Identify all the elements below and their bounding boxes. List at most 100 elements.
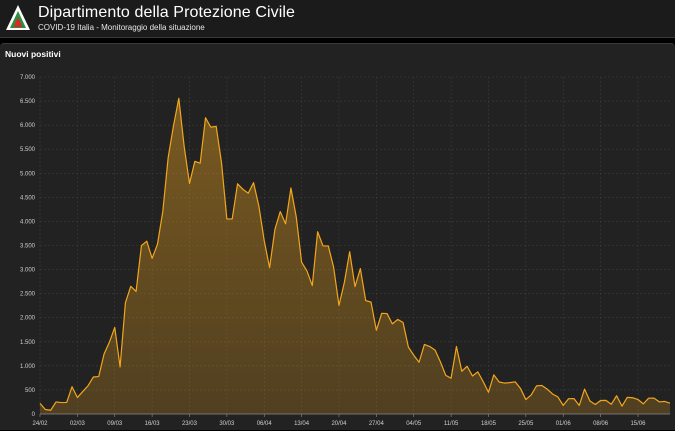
data-point[interactable] [428, 345, 431, 348]
data-point[interactable] [455, 345, 458, 348]
data-point[interactable] [97, 375, 100, 378]
data-point[interactable] [540, 384, 543, 387]
data-point[interactable] [380, 312, 383, 315]
data-point[interactable] [108, 341, 111, 344]
data-point[interactable] [289, 186, 292, 189]
data-point[interactable] [594, 403, 597, 406]
data-point[interactable] [401, 321, 404, 324]
data-point[interactable] [498, 380, 501, 383]
data-point[interactable] [177, 97, 180, 100]
data-point[interactable] [514, 380, 517, 383]
data-point[interactable] [530, 393, 533, 396]
data-point[interactable] [252, 181, 255, 184]
data-point[interactable] [247, 192, 250, 195]
data-point[interactable] [551, 392, 554, 395]
data-point[interactable] [167, 156, 170, 159]
data-point[interactable] [652, 396, 655, 399]
data-point[interactable] [417, 361, 420, 364]
new-positives-chart[interactable]: 0 500 1.000 1.500 2.000 2.500 3.000 3.500 4.000 4… [0, 44, 675, 431]
data-point[interactable] [375, 329, 378, 332]
data-point[interactable] [396, 318, 399, 321]
data-point[interactable] [81, 390, 84, 393]
data-point[interactable] [631, 396, 634, 399]
data-point[interactable] [273, 228, 276, 231]
data-point[interactable] [562, 404, 565, 407]
data-point[interactable] [620, 405, 623, 408]
data-point[interactable] [279, 210, 282, 213]
data-point[interactable] [444, 374, 447, 377]
data-point[interactable] [482, 380, 485, 383]
data-point[interactable] [466, 365, 469, 368]
data-point[interactable] [60, 401, 63, 404]
data-point[interactable] [86, 384, 89, 387]
data-point[interactable] [236, 182, 239, 185]
data-point[interactable] [199, 162, 202, 165]
data-point[interactable] [599, 399, 602, 402]
data-point[interactable] [305, 269, 308, 272]
data-point[interactable] [140, 244, 143, 247]
data-point[interactable] [450, 377, 453, 380]
data-point[interactable] [49, 409, 52, 412]
data-point[interactable] [172, 124, 175, 127]
data-point[interactable] [524, 398, 527, 401]
data-point[interactable] [209, 126, 212, 129]
data-point[interactable] [337, 304, 340, 307]
data-point[interactable] [348, 250, 351, 253]
data-point[interactable] [327, 244, 330, 247]
data-point[interactable] [300, 261, 303, 264]
data-point[interactable] [188, 182, 191, 185]
data-point[interactable] [316, 230, 319, 233]
data-point[interactable] [439, 360, 442, 363]
data-point[interactable] [460, 370, 463, 373]
data-point[interactable] [65, 401, 68, 404]
data-point[interactable] [76, 396, 79, 399]
data-point[interactable] [492, 373, 495, 376]
data-point[interactable] [487, 391, 490, 394]
data-point[interactable] [369, 301, 372, 304]
data-point[interactable] [70, 385, 73, 388]
data-point[interactable] [220, 161, 223, 164]
data-point[interactable] [626, 396, 629, 399]
data-point[interactable] [423, 343, 426, 346]
data-point[interactable] [129, 285, 132, 288]
data-point[interactable] [636, 398, 639, 401]
data-point[interactable] [44, 408, 47, 411]
data-point[interactable] [535, 384, 538, 387]
data-point[interactable] [225, 217, 228, 220]
data-point[interactable] [135, 290, 138, 293]
data-point[interactable] [503, 381, 506, 384]
data-point[interactable] [588, 399, 591, 402]
data-point[interactable] [604, 399, 607, 402]
data-point[interactable] [546, 388, 549, 391]
data-point[interactable] [391, 322, 394, 325]
data-point[interactable] [642, 402, 645, 405]
data-point[interactable] [556, 395, 559, 398]
data-point[interactable] [663, 400, 666, 403]
data-point[interactable] [519, 387, 522, 390]
data-point[interactable] [407, 346, 410, 349]
data-point[interactable] [412, 354, 415, 357]
data-point[interactable] [161, 210, 164, 213]
data-point[interactable] [145, 240, 148, 243]
data-point[interactable] [204, 116, 207, 119]
data-point[interactable] [102, 352, 105, 355]
data-point[interactable] [321, 244, 324, 247]
data-point[interactable] [647, 397, 650, 400]
data-point[interactable] [231, 217, 234, 220]
data-point[interactable] [364, 299, 367, 302]
data-point[interactable] [359, 267, 362, 270]
data-point[interactable] [118, 365, 121, 368]
data-point[interactable] [241, 188, 244, 191]
data-point[interactable] [343, 281, 346, 284]
data-point[interactable] [476, 370, 479, 373]
data-point[interactable] [658, 400, 661, 403]
data-point[interactable] [151, 257, 154, 260]
data-point[interactable] [433, 349, 436, 352]
data-point[interactable] [257, 205, 260, 208]
data-point[interactable] [215, 125, 218, 128]
data-point[interactable] [54, 400, 57, 403]
data-point[interactable] [610, 403, 613, 406]
data-point[interactable] [583, 387, 586, 390]
data-point[interactable] [38, 402, 41, 405]
data-point[interactable] [615, 394, 618, 397]
